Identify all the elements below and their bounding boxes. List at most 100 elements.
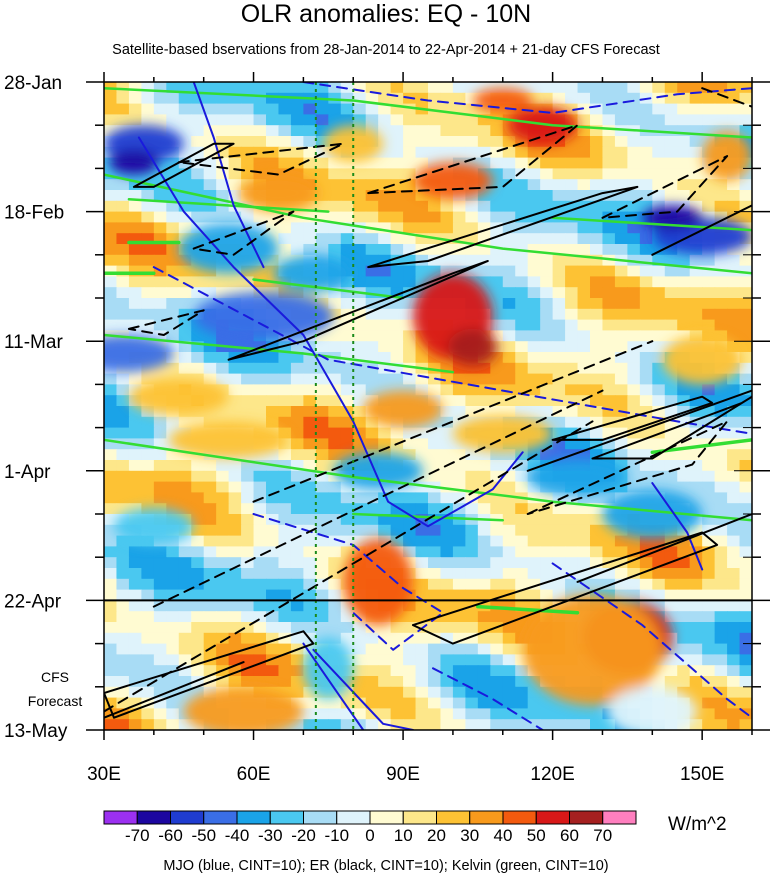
heatmap-cell bbox=[241, 384, 255, 396]
heatmap-cell bbox=[677, 481, 691, 493]
heatmap-cell bbox=[278, 406, 292, 418]
heatmap-cell bbox=[602, 362, 616, 375]
heatmap-cell bbox=[415, 611, 429, 623]
heatmap-cell bbox=[502, 676, 516, 688]
heatmap-cell bbox=[515, 82, 529, 94]
heatmap-cell bbox=[639, 222, 653, 234]
heatmap-cell bbox=[614, 557, 628, 569]
heatmap-cell bbox=[328, 244, 342, 256]
heatmap-cell bbox=[490, 125, 504, 137]
heatmap-cell bbox=[702, 287, 716, 299]
heatmap-cell bbox=[278, 352, 292, 364]
heatmap-cell bbox=[191, 611, 205, 623]
heatmap-cell bbox=[390, 362, 404, 375]
heatmap-cell bbox=[128, 557, 142, 569]
heatmap-cell bbox=[689, 92, 703, 105]
heatmap-cell bbox=[664, 665, 678, 677]
heatmap-cell bbox=[141, 416, 155, 429]
heatmap-cell bbox=[714, 92, 728, 105]
heatmap-cell bbox=[266, 136, 280, 148]
heatmap-cell bbox=[403, 233, 417, 245]
heatmap-cell bbox=[627, 395, 641, 407]
heatmap-cell bbox=[465, 665, 479, 677]
heatmap-cell bbox=[515, 276, 529, 288]
heatmap-cell bbox=[128, 460, 142, 472]
heatmap-cell bbox=[727, 557, 741, 569]
heatmap-cell bbox=[677, 427, 691, 439]
heatmap-cell bbox=[727, 449, 741, 461]
heatmap-cell bbox=[540, 244, 554, 256]
heatmap-cell bbox=[477, 697, 491, 709]
heatmap-cell bbox=[340, 200, 354, 213]
heatmap-cell bbox=[477, 708, 491, 720]
heatmap-cell bbox=[602, 168, 616, 180]
heatmap-cell bbox=[428, 384, 442, 396]
heatmap-cell bbox=[178, 211, 192, 223]
heatmap-cell bbox=[702, 600, 716, 612]
heatmap-cell bbox=[440, 200, 454, 213]
heatmap-cell bbox=[527, 254, 541, 267]
heatmap-cell bbox=[278, 287, 292, 299]
heatmap-cell bbox=[502, 190, 516, 202]
heatmap-cell bbox=[652, 438, 666, 450]
heatmap-cell bbox=[552, 514, 566, 526]
heatmap-cell bbox=[477, 492, 491, 504]
heatmap-cell bbox=[590, 406, 604, 418]
heatmap-cell bbox=[614, 362, 628, 375]
heatmap-cell bbox=[502, 308, 516, 321]
heatmap-cell bbox=[116, 589, 130, 601]
heatmap-cell bbox=[739, 200, 752, 213]
heatmap-cell bbox=[702, 319, 716, 331]
heatmap-cell bbox=[203, 557, 217, 569]
heatmap-cell bbox=[440, 589, 454, 601]
heatmap-cell bbox=[540, 492, 554, 504]
heatmap-cell bbox=[378, 157, 392, 169]
heatmap-cell bbox=[515, 157, 529, 169]
heatmap-cell bbox=[502, 265, 516, 277]
heatmap-cell bbox=[104, 578, 118, 591]
heatmap-cell bbox=[714, 708, 728, 720]
heatmap-cell bbox=[627, 460, 641, 472]
heatmap-cell bbox=[527, 611, 541, 623]
heatmap-cell bbox=[477, 136, 491, 148]
heatmap-cell bbox=[652, 665, 666, 677]
heatmap-cell bbox=[452, 697, 466, 709]
heatmap-cell bbox=[278, 146, 292, 159]
heatmap-cell bbox=[403, 492, 417, 504]
heatmap-cell bbox=[315, 503, 329, 515]
heatmap-cell bbox=[104, 265, 118, 277]
heatmap-cell bbox=[116, 287, 130, 299]
heatmap-cell bbox=[515, 319, 529, 331]
heatmap-cell bbox=[577, 330, 591, 342]
heatmap-cell bbox=[689, 179, 703, 191]
heatmap-cell bbox=[515, 200, 529, 213]
heatmap-cell bbox=[428, 578, 442, 591]
heatmap-cell bbox=[390, 222, 404, 234]
heatmap-cell bbox=[365, 287, 379, 299]
heatmap-cell bbox=[639, 568, 653, 580]
heatmap-cell bbox=[614, 82, 628, 94]
er-contour bbox=[227, 260, 489, 361]
heatmap-cell bbox=[378, 686, 392, 699]
heatmap-cell bbox=[278, 492, 292, 504]
heatmap-cell bbox=[565, 330, 579, 342]
heatmap-cell bbox=[166, 416, 180, 429]
heatmap-cell bbox=[365, 179, 379, 191]
anomaly-cell bbox=[452, 415, 553, 453]
heatmap-cell bbox=[739, 460, 752, 472]
heatmap-cell bbox=[590, 211, 604, 223]
heatmap-cell bbox=[727, 125, 741, 137]
heatmap-cell bbox=[241, 481, 255, 493]
heatmap-cell bbox=[166, 114, 180, 126]
heatmap-cell bbox=[390, 384, 404, 396]
heatmap-cell bbox=[141, 406, 155, 418]
heatmap-cell bbox=[278, 373, 292, 385]
heatmap-cell bbox=[627, 578, 641, 591]
heatmap-cell bbox=[552, 362, 566, 375]
heatmap-cell bbox=[515, 535, 529, 547]
heatmap-cell bbox=[266, 222, 280, 234]
heatmap-cell bbox=[303, 146, 317, 159]
heatmap-cell bbox=[664, 308, 678, 321]
heatmap-cell bbox=[739, 190, 752, 202]
heatmap-cell bbox=[378, 233, 392, 245]
